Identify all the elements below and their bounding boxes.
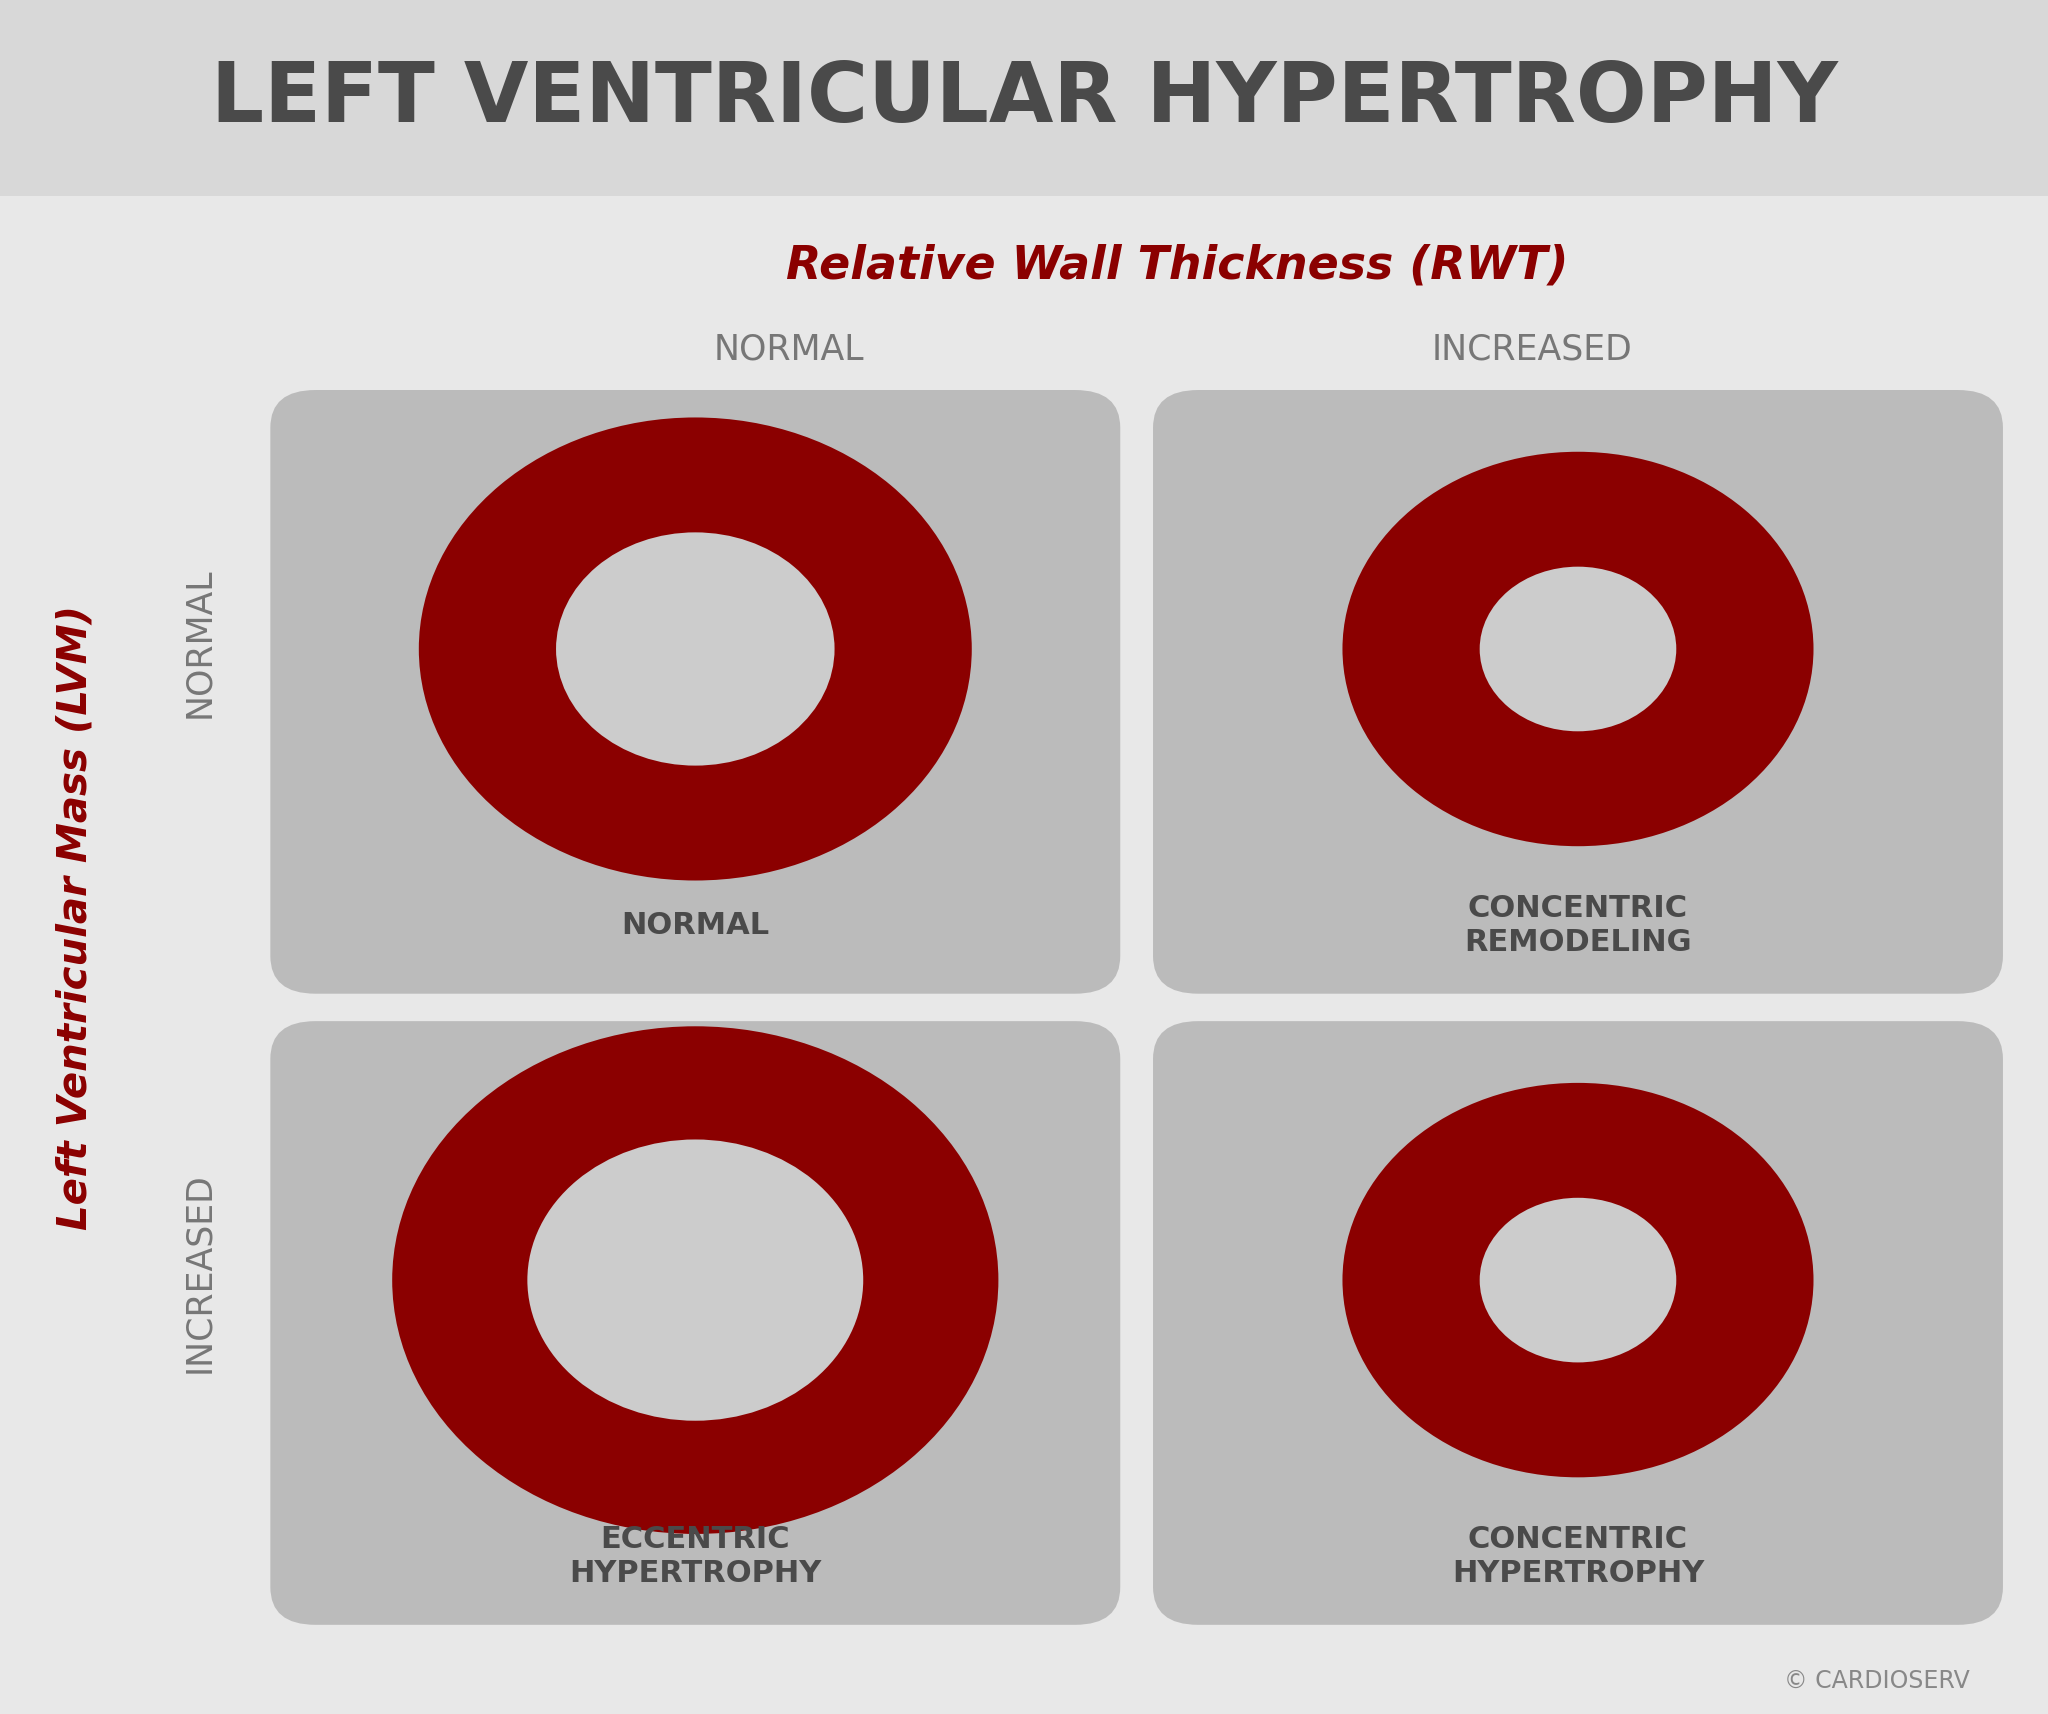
Text: NORMAL: NORMAL <box>621 910 770 939</box>
Circle shape <box>557 533 836 766</box>
Circle shape <box>1479 567 1675 732</box>
Text: CONCENTRIC
REMODELING: CONCENTRIC REMODELING <box>1464 893 1692 956</box>
Text: NORMAL: NORMAL <box>182 567 215 718</box>
Text: INCREASED: INCREASED <box>1432 333 1632 367</box>
FancyBboxPatch shape <box>1153 391 2003 994</box>
Text: INCREASED: INCREASED <box>182 1171 215 1373</box>
Text: NORMAL: NORMAL <box>713 333 864 367</box>
FancyBboxPatch shape <box>0 0 2048 197</box>
Circle shape <box>1343 1083 1815 1477</box>
Text: LEFT VENTRICULAR HYPERTROPHY: LEFT VENTRICULAR HYPERTROPHY <box>211 58 1837 139</box>
Text: Relative Wall Thickness (RWT): Relative Wall Thickness (RWT) <box>786 243 1569 288</box>
Circle shape <box>1479 1198 1675 1363</box>
FancyBboxPatch shape <box>1153 1022 2003 1625</box>
Text: ECCENTRIC
HYPERTROPHY: ECCENTRIC HYPERTROPHY <box>569 1524 821 1587</box>
Circle shape <box>528 1140 864 1421</box>
Circle shape <box>420 418 973 881</box>
Text: © CARDIOSERV: © CARDIOSERV <box>1784 1668 1970 1692</box>
Text: Left Ventricular Mass (LVM): Left Ventricular Mass (LVM) <box>55 605 96 1229</box>
FancyBboxPatch shape <box>270 1022 1120 1625</box>
FancyBboxPatch shape <box>270 391 1120 994</box>
Circle shape <box>1343 452 1815 847</box>
Text: CONCENTRIC
HYPERTROPHY: CONCENTRIC HYPERTROPHY <box>1452 1524 1704 1587</box>
Circle shape <box>393 1027 999 1534</box>
